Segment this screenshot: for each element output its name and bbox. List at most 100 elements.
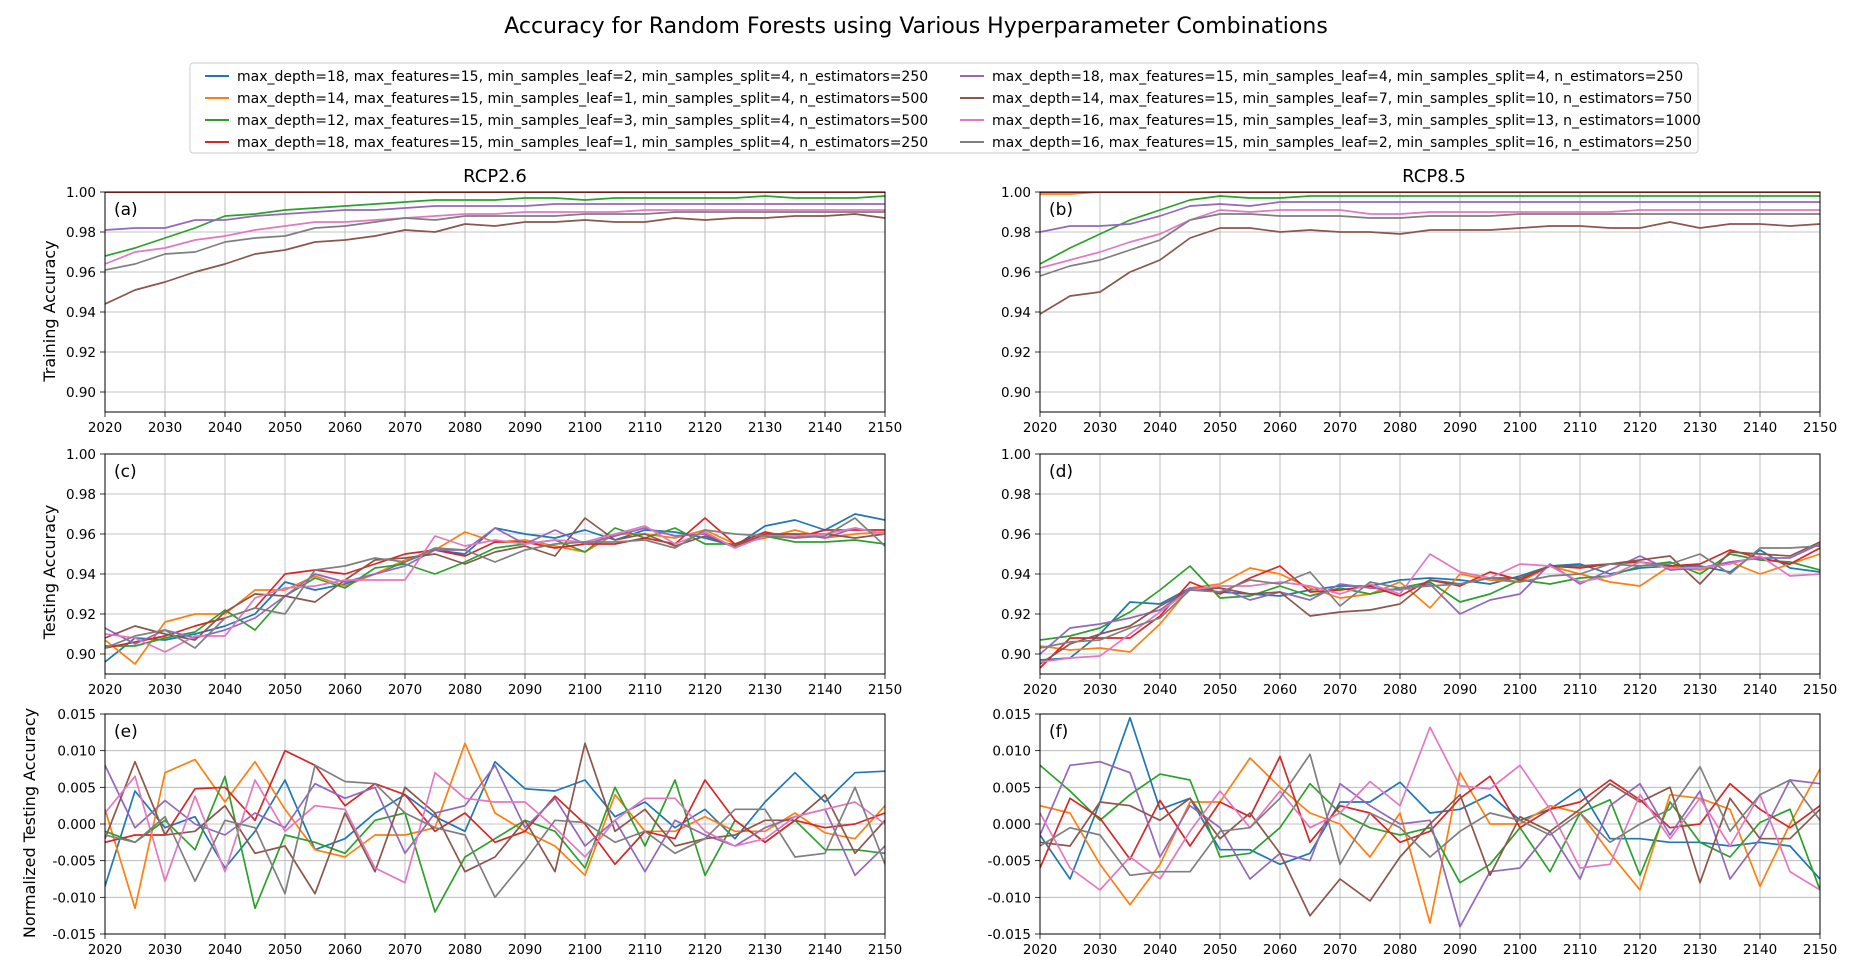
series-line: [1040, 757, 1820, 924]
y-tick-label: 0.000: [57, 817, 96, 833]
x-tick-label: 2060: [328, 420, 362, 436]
x-tick-label: 2140: [808, 942, 842, 958]
figure-title: Accuracy for Random Forests using Variou…: [504, 14, 1328, 39]
y-tick-label: 0.94: [1001, 567, 1031, 583]
x-tick-label: 2020: [1023, 682, 1057, 698]
x-tick-label: 2070: [388, 682, 422, 698]
y-tick-label: 0.92: [66, 607, 96, 623]
y-tick-label: 1.00: [66, 447, 96, 463]
series-line: [1040, 760, 1820, 928]
panel-label: (e): [114, 722, 138, 742]
x-tick-label: 2030: [1083, 420, 1117, 436]
x-tick-label: 2130: [748, 682, 782, 698]
column-title-rcp85: RCP8.5: [1402, 166, 1466, 187]
y-tick-label: 0.000: [992, 817, 1031, 833]
series-line: [1040, 545, 1820, 649]
y-tick-label: 0.98: [66, 487, 96, 503]
chart-panel: 2020 2030 2040 2050 2060 2070 2080 2090 2100 2110…: [66, 185, 902, 436]
y-tick-label: 0.96: [66, 527, 96, 543]
y-tick-label: 0.90: [66, 385, 96, 401]
y-tick-label: -0.015: [52, 927, 96, 943]
x-tick-label: 2120: [688, 420, 722, 436]
x-tick-label: 2040: [1143, 942, 1177, 958]
series-line: [1040, 764, 1820, 891]
series-line: [105, 195, 885, 257]
series-line: [105, 517, 885, 641]
y-tick-label: 0.005: [57, 780, 96, 796]
series-line: [105, 209, 885, 265]
panel-label: (c): [114, 462, 137, 482]
column-title-rcp26: RCP2.6: [463, 166, 527, 187]
x-tick-label: 2120: [1623, 682, 1657, 698]
legend-label: max_depth=16, max_features=15, min_sampl…: [992, 113, 1701, 129]
series-line: [105, 742, 885, 895]
x-tick-label: 2060: [1263, 420, 1297, 436]
y-tick-label: 0.94: [66, 567, 96, 583]
y-tick-label: 0.005: [992, 780, 1031, 796]
x-tick-label: 2110: [628, 942, 662, 958]
y-tick-label: 0.010: [992, 744, 1031, 760]
x-tick-label: 2080: [1383, 682, 1417, 698]
legend-item: max_depth=18, max_features=15, min_sampl…: [205, 135, 928, 151]
y-tick-label: 1.00: [66, 185, 96, 201]
legend-label: max_depth=18, max_features=15, min_sampl…: [237, 135, 928, 151]
x-tick-label: 2080: [448, 942, 482, 958]
y-tick-label: 0.90: [1001, 647, 1031, 663]
x-tick-label: 2150: [1803, 942, 1837, 958]
x-tick-label: 2130: [1683, 942, 1717, 958]
x-tick-label: 2090: [508, 682, 542, 698]
axes-frame: [104, 191, 886, 413]
series-line: [1040, 553, 1820, 641]
panel-label: (a): [114, 200, 138, 220]
axes-frame: [1039, 191, 1821, 413]
series-group: [1040, 192, 1820, 315]
x-tick-label: 2080: [1383, 942, 1417, 958]
series-line: [1040, 201, 1820, 233]
series-line: [105, 760, 885, 887]
x-tick-label: 2150: [868, 682, 902, 698]
x-tick-label: 2030: [148, 942, 182, 958]
x-tick-label: 2030: [148, 682, 182, 698]
x-tick-label: 2050: [1203, 682, 1237, 698]
x-tick-label: 2110: [628, 682, 662, 698]
series-line: [1040, 753, 1820, 877]
x-tick-label: 2070: [1323, 942, 1357, 958]
x-tick-label: 2120: [1623, 420, 1657, 436]
series-group: [1040, 541, 1820, 669]
x-tick-label: 2140: [1743, 942, 1777, 958]
x-tick-label: 2100: [1503, 682, 1537, 698]
panel-label: (d): [1049, 462, 1073, 482]
y-tick-label: 0.98: [66, 225, 96, 241]
y-tick-label: 0.94: [1001, 305, 1031, 321]
y-tick-label: -0.010: [52, 890, 96, 906]
legend: max_depth=18, max_features=15, min_sampl…: [189, 62, 1701, 154]
series-line: [1040, 755, 1820, 869]
series-group: [1040, 716, 1820, 928]
series-line: [1040, 195, 1820, 265]
y-tick-label: -0.015: [987, 927, 1031, 943]
x-tick-label: 2020: [1023, 420, 1057, 436]
x-tick-label: 2110: [1563, 682, 1597, 698]
x-tick-label: 2050: [268, 682, 302, 698]
y-tick-label: -0.010: [987, 890, 1031, 906]
chart-panel: 2020 2030 2040 2050 2060 2070 2080 2090 2100 2110…: [52, 707, 902, 958]
x-tick-label: 2050: [268, 420, 302, 436]
x-tick-label: 2130: [1683, 682, 1717, 698]
x-tick-label: 2060: [328, 942, 362, 958]
legend-label: max_depth=18, max_features=15, min_sampl…: [992, 69, 1683, 85]
panels: 2020 2030 2040 2050 2060 2070 2080 2090 2100 2110…: [52, 185, 1837, 958]
y-tick-label: 1.00: [1001, 447, 1031, 463]
series-line: [105, 764, 885, 877]
x-tick-label: 2080: [448, 420, 482, 436]
chart-panel: 2020 2030 2040 2050 2060 2070 2080 2090 2100 2110…: [987, 707, 1837, 958]
series-group: [105, 513, 885, 665]
series-group: [105, 192, 885, 305]
x-tick-label: 2020: [88, 942, 122, 958]
y-tick-label: 0.90: [66, 647, 96, 663]
x-tick-label: 2090: [508, 420, 542, 436]
series-line: [1040, 726, 1820, 891]
axes-frame: [104, 453, 886, 675]
x-tick-label: 2040: [1143, 420, 1177, 436]
series-line: [1040, 553, 1820, 663]
